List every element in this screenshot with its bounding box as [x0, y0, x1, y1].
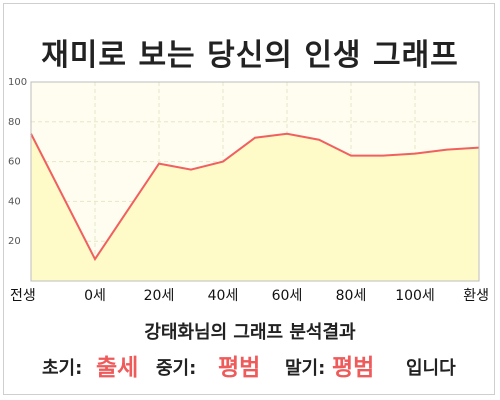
y-tick-label: 80 — [8, 117, 21, 128]
y-axis-ticks: 20 40 60 80 100 — [8, 77, 27, 247]
result-heading: 강태화님의 그래프 분석결과 — [144, 322, 356, 343]
y-tick-label: 20 — [8, 236, 21, 247]
x-axis-ticks: 전생 0세 20세 40세 60세 80세 100세 환생 — [10, 288, 489, 304]
plot-border — [30, 81, 480, 282]
y-tick-label: 100 — [8, 77, 27, 88]
x-tick-label: 60세 — [272, 288, 303, 304]
result-ending: 입니다 — [406, 358, 456, 379]
x-tick-label: 80세 — [336, 288, 367, 304]
series-line — [30, 132, 480, 262]
series-area — [31, 133, 479, 281]
x-tick-label: 전생 — [10, 288, 36, 304]
x-tick-label: 20세 — [144, 288, 175, 304]
x-tick-label: 0세 — [84, 288, 106, 304]
early-label: 초기: — [42, 358, 83, 379]
x-tick-label: 환생 — [463, 288, 489, 304]
mid-label: 중기: — [156, 358, 197, 379]
card-frame — [3, 3, 495, 395]
y-tick-label: 40 — [8, 196, 21, 207]
mid-value: 평범 — [218, 355, 261, 381]
x-tick-label: 40세 — [208, 288, 239, 304]
late-value: 평범 — [332, 355, 375, 381]
late-label: 말기: — [285, 358, 326, 379]
early-value: 출세 — [96, 355, 139, 381]
y-tick-label: 60 — [8, 157, 21, 168]
x-tick-label: 100세 — [395, 288, 435, 304]
page-title: 재미로 보는 당신의 인생 그래프 — [41, 38, 459, 73]
